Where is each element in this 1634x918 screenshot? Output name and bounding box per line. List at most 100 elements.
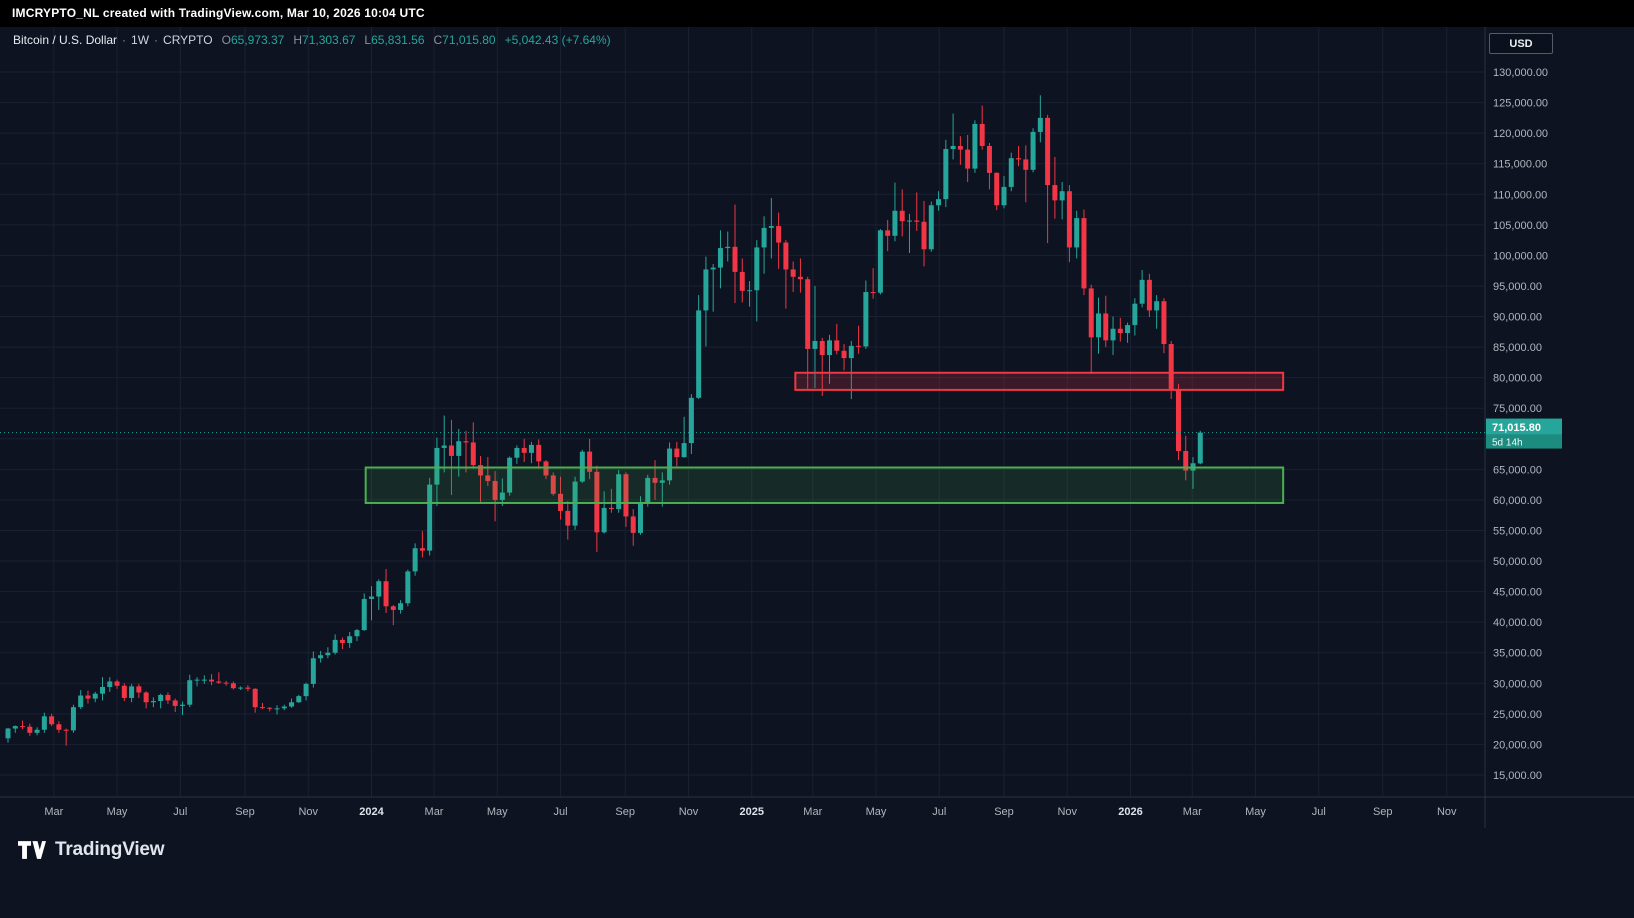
candle-body xyxy=(1030,131,1036,170)
y-axis-label: 35,000.00 xyxy=(1493,648,1542,660)
candle-body xyxy=(1139,279,1145,304)
change-value: +5,042.43 (+7.64%) xyxy=(504,33,611,47)
candle-body xyxy=(121,685,127,698)
candle-body xyxy=(56,724,62,730)
x-axis-label: May xyxy=(866,806,887,818)
x-axis-label: Sep xyxy=(994,806,1014,818)
candle-body xyxy=(834,340,840,351)
candle-body xyxy=(274,708,280,710)
candle-body xyxy=(1197,432,1203,464)
candle-body xyxy=(994,172,1000,206)
tradingview-logo[interactable]: TradingView xyxy=(18,839,165,861)
currency-toggle-button[interactable]: USD xyxy=(1489,33,1553,54)
candle-body xyxy=(521,447,527,453)
y-axis-label: 25,000.00 xyxy=(1493,709,1542,721)
candle-body xyxy=(652,477,658,483)
x-axis-label: Nov xyxy=(1057,806,1077,818)
y-axis-label: 30,000.00 xyxy=(1493,678,1542,690)
resistance-zone[interactable] xyxy=(794,371,1285,391)
candle-body xyxy=(143,692,149,703)
candle-body xyxy=(528,444,534,453)
candle-body xyxy=(848,345,854,359)
candle-body xyxy=(674,448,680,458)
candle-body xyxy=(761,227,767,248)
candle-body xyxy=(797,276,803,280)
close-value: 71,015.80 xyxy=(442,33,496,47)
x-axis-label: Mar xyxy=(425,806,444,818)
tradingview-logo-icon xyxy=(18,841,46,859)
candle-body xyxy=(187,680,193,705)
candle-body xyxy=(267,707,273,709)
x-axis-label: Mar xyxy=(803,806,822,818)
candle-body xyxy=(870,292,876,294)
candle-body xyxy=(216,681,222,683)
candle-body xyxy=(405,571,411,604)
candle-body xyxy=(434,447,440,485)
candle-body xyxy=(717,248,723,268)
candle-body xyxy=(1103,313,1109,341)
y-axis-label: 125,000.00 xyxy=(1493,98,1548,110)
candle-body xyxy=(703,269,709,311)
candle-body xyxy=(863,292,869,347)
y-axis-label: 20,000.00 xyxy=(1493,739,1542,751)
candle-body xyxy=(390,606,396,610)
candle-body xyxy=(310,658,316,684)
y-axis-label: 85,000.00 xyxy=(1493,342,1542,354)
candle-body xyxy=(1016,158,1022,160)
candle-body xyxy=(230,683,236,689)
candle-body xyxy=(85,695,91,699)
candle-body xyxy=(252,688,258,708)
candle-body xyxy=(1110,328,1116,341)
watermark-text: IMCRYPTO_NL created with TradingView.com… xyxy=(12,6,425,20)
candle-body xyxy=(645,477,651,504)
candle-body xyxy=(950,145,956,150)
candle-body xyxy=(209,679,215,682)
candle-body xyxy=(819,340,825,356)
candle-body xyxy=(601,507,607,533)
candle-body xyxy=(921,221,927,250)
y-axis-label: 15,000.00 xyxy=(1493,770,1542,782)
support-zone[interactable] xyxy=(364,466,1285,504)
candle-body xyxy=(172,700,178,706)
y-axis-label: 60,000.00 xyxy=(1493,495,1542,507)
candle-body xyxy=(485,475,491,481)
candle-body xyxy=(347,636,353,643)
symbol-title[interactable]: Bitcoin / U.S. Dollar xyxy=(13,33,118,47)
y-axis-label: 100,000.00 xyxy=(1493,250,1548,262)
candle-body xyxy=(986,145,992,173)
x-axis-label: Sep xyxy=(1373,806,1393,818)
candle-body xyxy=(369,596,374,599)
candle-body xyxy=(827,340,833,356)
candle-body xyxy=(928,205,934,250)
candle-body xyxy=(136,686,142,693)
candle-body xyxy=(376,581,382,597)
candle-body xyxy=(885,230,891,236)
candle-body xyxy=(739,271,745,291)
candle-body xyxy=(478,465,484,476)
interval-label[interactable]: 1W xyxy=(131,33,150,47)
candle-body xyxy=(943,149,949,200)
x-axis-label: Jul xyxy=(553,806,567,818)
y-axis-label: 110,000.00 xyxy=(1493,189,1547,201)
candle-body xyxy=(12,726,18,729)
candle-body xyxy=(20,726,26,728)
candle-body xyxy=(259,707,265,709)
y-axis-label: 45,000.00 xyxy=(1493,587,1542,599)
candle-body xyxy=(507,457,513,493)
candle-body xyxy=(972,123,978,169)
x-axis-label: 2024 xyxy=(359,806,384,818)
candle-body xyxy=(245,687,251,689)
y-axis-label: 80,000.00 xyxy=(1493,373,1542,385)
legend-separator: · xyxy=(122,33,127,47)
candle-body xyxy=(427,484,433,551)
candle-body xyxy=(223,682,229,684)
x-axis-label: Mar xyxy=(1183,806,1202,818)
candle-body xyxy=(637,503,643,533)
candle-body xyxy=(78,695,84,708)
y-axis-label: 115,000.00 xyxy=(1493,159,1547,171)
candle-body xyxy=(27,726,33,733)
candle-body xyxy=(5,728,11,739)
candle-body xyxy=(630,516,636,533)
x-axis-label: Nov xyxy=(1437,806,1457,818)
